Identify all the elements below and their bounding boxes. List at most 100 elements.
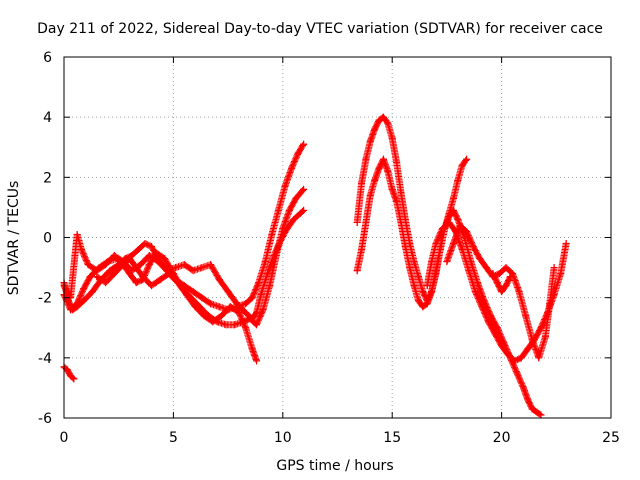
data-point [183, 291, 191, 299]
data-point [242, 300, 250, 308]
data-point [449, 194, 457, 202]
data-point [73, 300, 81, 308]
data-point [156, 276, 164, 284]
data-point [445, 212, 453, 220]
data-point [493, 279, 501, 287]
data-point [67, 372, 75, 380]
data-point [487, 312, 495, 320]
data-point [410, 282, 418, 290]
data-point [255, 279, 263, 287]
data-point [528, 336, 536, 344]
data-point [463, 227, 471, 235]
y-tick-label: -6 [38, 411, 52, 427]
data-point [134, 246, 142, 254]
data-point [397, 188, 405, 196]
data-point [141, 240, 149, 248]
data-point [456, 221, 464, 229]
data-point [546, 300, 554, 308]
data-point [562, 240, 570, 248]
y-tick-label: -4 [38, 351, 52, 367]
data-point [362, 155, 370, 163]
data-point [189, 267, 197, 275]
data-point [541, 333, 549, 341]
data-point [235, 309, 243, 317]
data-point [266, 282, 274, 290]
data-point [145, 252, 153, 260]
data-point [88, 288, 96, 296]
data-point [495, 270, 503, 278]
x-tick-label: 20 [493, 430, 511, 446]
y-tick-label: 2 [43, 170, 52, 186]
data-point [191, 303, 199, 311]
data-point [281, 182, 289, 190]
data-point [362, 218, 370, 226]
data-point [78, 246, 86, 254]
x-tick-label: 25 [602, 430, 620, 446]
y-tick-label: -2 [38, 291, 52, 307]
data-point [522, 312, 530, 320]
data-point [406, 240, 414, 248]
data-point [73, 230, 81, 238]
data-point [242, 324, 250, 332]
data-point [414, 297, 422, 305]
y-axis-label: SDTVAR / TECUs [6, 181, 22, 296]
data-point [148, 243, 156, 251]
data-point [393, 158, 401, 166]
data-point [172, 264, 180, 272]
data-point [296, 209, 304, 217]
data-point [513, 369, 521, 377]
data-point [106, 267, 114, 275]
data-point [248, 345, 256, 353]
data-point [119, 261, 127, 269]
data-point [154, 258, 162, 266]
data-point [469, 243, 477, 251]
data-point [253, 357, 261, 365]
data-point [550, 264, 558, 272]
data-point [358, 246, 366, 254]
data-point [165, 270, 173, 278]
data-point [478, 303, 486, 311]
data-point [93, 267, 101, 275]
data-point [498, 342, 506, 350]
data-point [533, 408, 541, 416]
data-point [128, 267, 136, 275]
data-point [139, 273, 147, 281]
data-point [102, 261, 110, 269]
data-point [419, 288, 427, 296]
data-point [471, 288, 479, 296]
data-point [148, 282, 156, 290]
data-point [439, 224, 447, 232]
data-point [80, 285, 88, 293]
data-point [70, 375, 78, 383]
data-point [218, 312, 226, 320]
data-point [476, 255, 484, 263]
data-point [226, 303, 234, 311]
data-point [270, 252, 278, 260]
data-point [209, 318, 217, 326]
x-tick-label: 10 [274, 430, 292, 446]
data-point [484, 318, 492, 326]
data-point [268, 230, 276, 238]
data-point [535, 354, 543, 362]
data-point [63, 366, 71, 374]
y-tick-label: 4 [43, 110, 52, 126]
data-point [375, 164, 383, 172]
data-point [300, 206, 308, 214]
data-point [137, 261, 145, 269]
data-point [506, 273, 514, 281]
data-point [432, 267, 440, 275]
data-point [379, 155, 387, 163]
data-point [515, 288, 523, 296]
data-point [110, 252, 118, 260]
data-point [200, 312, 208, 320]
series-markers [93, 255, 261, 365]
data-point [454, 176, 462, 184]
data-point [253, 321, 261, 329]
data-point [132, 279, 140, 287]
data-point [480, 297, 488, 305]
data-point [277, 237, 285, 245]
data-point [384, 167, 392, 175]
data-point [537, 411, 545, 419]
series-trace-6 [353, 155, 471, 311]
data-point [557, 270, 565, 278]
